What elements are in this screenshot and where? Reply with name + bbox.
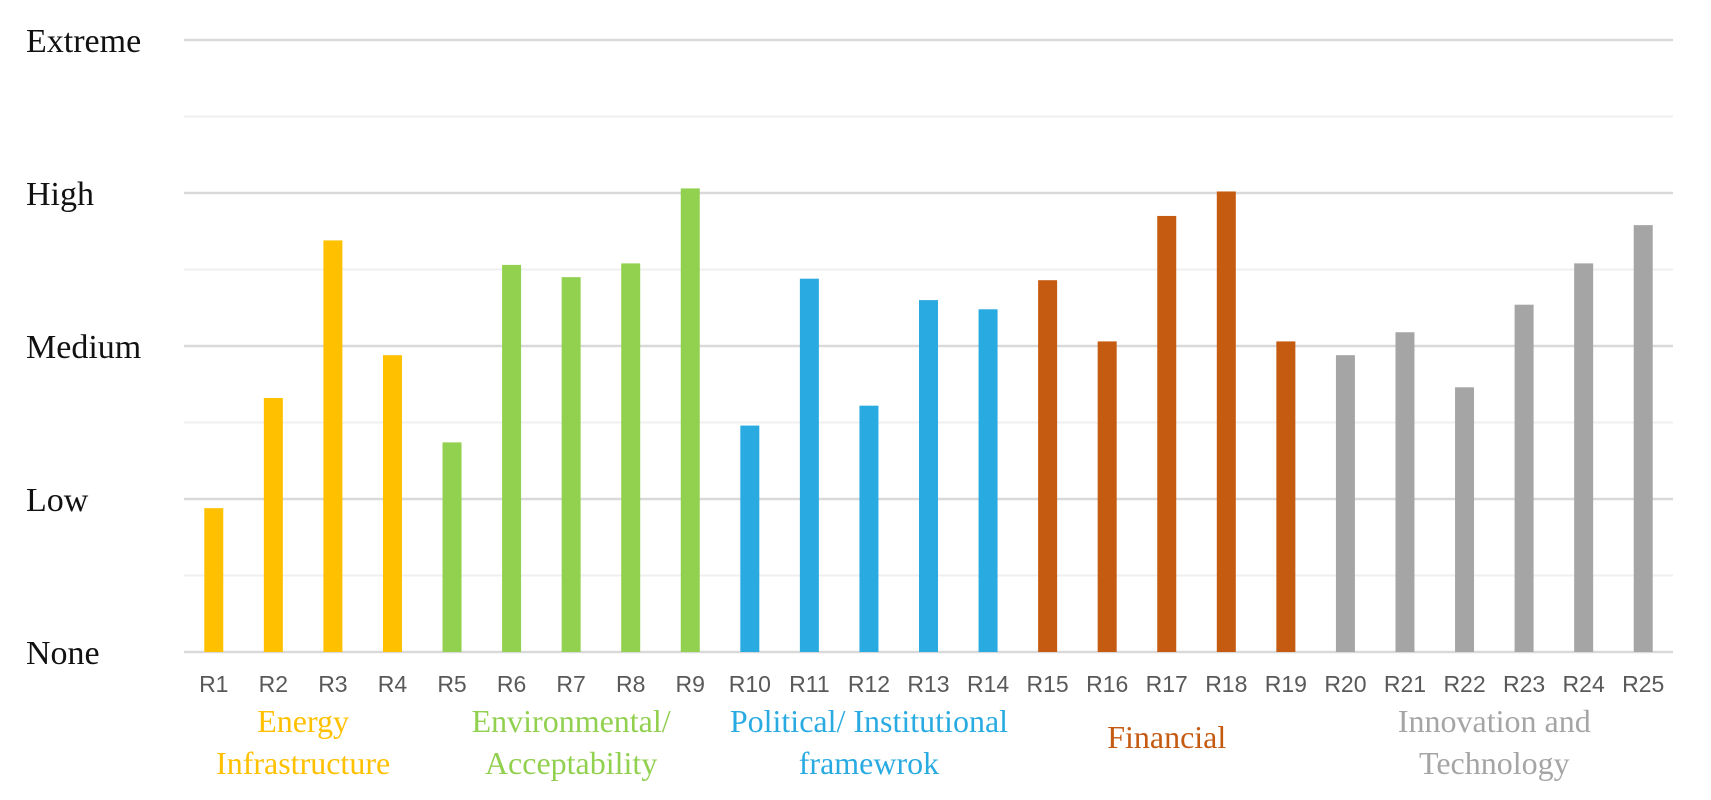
x-tick-label-r3: R3 <box>318 671 347 697</box>
bar-r4 <box>383 355 402 652</box>
bar-r3 <box>323 240 342 652</box>
y-tick-label-high: High <box>26 176 94 213</box>
y-tick-label-low: Low <box>26 482 89 519</box>
bar-r22 <box>1455 387 1474 652</box>
x-tick-label-r24: R24 <box>1563 671 1605 697</box>
bar-r9 <box>681 188 700 652</box>
bar-r13 <box>919 300 938 652</box>
x-tick-label-r7: R7 <box>556 671 585 697</box>
bar-r11 <box>800 279 819 652</box>
x-tick-label-r13: R13 <box>907 671 949 697</box>
x-tick-label-r23: R23 <box>1503 671 1545 697</box>
x-tick-label-r4: R4 <box>378 671 408 697</box>
bar-r21 <box>1395 332 1414 652</box>
bar-r7 <box>562 277 581 652</box>
bar-r25 <box>1634 225 1653 652</box>
bar-r6 <box>502 265 521 652</box>
group-label-3-line-0: Financial <box>1107 719 1226 755</box>
y-tick-label-none: None <box>26 635 100 672</box>
x-tick-label-r12: R12 <box>848 671 890 697</box>
group-label-4-line-1: Technology <box>1419 745 1570 781</box>
bars <box>204 188 1652 652</box>
y-tick-label-medium: Medium <box>26 329 141 366</box>
x-tick-label-r2: R2 <box>259 671 288 697</box>
group-label-1-line-1: Acceptability <box>485 745 657 781</box>
x-tick-label-r22: R22 <box>1443 671 1485 697</box>
bar-r15 <box>1038 280 1057 652</box>
bar-r14 <box>979 309 998 652</box>
x-tick-label-r20: R20 <box>1324 671 1366 697</box>
bar-r5 <box>443 442 462 652</box>
y-axis-labels: None Low Medium High Extreme <box>26 23 141 672</box>
x-tick-label-r18: R18 <box>1205 671 1247 697</box>
x-tick-label-r5: R5 <box>437 671 466 697</box>
bar-r12 <box>859 406 878 652</box>
bar-r17 <box>1157 216 1176 652</box>
x-tick-label-r8: R8 <box>616 671 645 697</box>
x-axis-labels: R1 R2 R3 R4 R5 R6 R7 R8 R9 R10 R11 R12 R13 R14 R15 R16 R… <box>199 671 1664 697</box>
x-tick-label-r16: R16 <box>1086 671 1128 697</box>
y-tick-label-extreme: Extreme <box>26 23 141 60</box>
group-label-2-line-0: Political/ Institutional <box>730 703 1008 739</box>
bar-r16 <box>1098 341 1117 652</box>
x-tick-label-r17: R17 <box>1146 671 1188 697</box>
x-tick-label-r15: R15 <box>1027 671 1069 697</box>
bar-r18 <box>1217 191 1236 652</box>
risk-level-bar-chart: NoneLowMediumHighExtreme R1 R2 R3 R4 R5 R6 R7 R… <box>0 0 1711 800</box>
bar-r10 <box>740 426 759 652</box>
bar-r1 <box>204 508 223 652</box>
x-tick-label-r14: R14 <box>967 671 1009 697</box>
group-label-4-line-0: Innovation and <box>1398 703 1591 739</box>
x-tick-label-r11: R11 <box>789 671 830 697</box>
x-tick-label-r1: R1 <box>199 671 228 697</box>
x-tick-label-r25: R25 <box>1622 671 1664 697</box>
x-tick-label-r9: R9 <box>676 671 705 697</box>
x-tick-label-r10: R10 <box>729 671 771 697</box>
x-tick-label-r21: R21 <box>1384 671 1426 697</box>
group-label-2-line-1: framewrok <box>799 745 939 781</box>
group-label-0-line-1: Infrastructure <box>216 745 390 781</box>
bar-r2 <box>264 398 283 652</box>
group-label-0-line-0: Energy <box>257 703 349 739</box>
group-label-1-line-0: Environmental/ <box>472 703 671 739</box>
x-tick-label-r6: R6 <box>497 671 526 697</box>
bar-r23 <box>1515 305 1534 652</box>
bar-r20 <box>1336 355 1355 652</box>
group-labels: Energy Infrastructure Environmental/Accept… <box>216 703 1591 781</box>
bar-r8 <box>621 263 640 652</box>
x-tick-label-r19: R19 <box>1265 671 1307 697</box>
bar-r24 <box>1574 263 1593 652</box>
bar-r19 <box>1276 341 1295 652</box>
